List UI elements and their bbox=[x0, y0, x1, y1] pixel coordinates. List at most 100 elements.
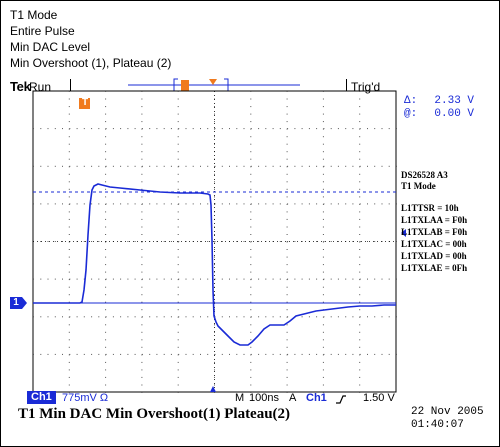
grid-dot bbox=[286, 91, 288, 92]
grid-dot bbox=[177, 339, 179, 341]
grid-dot bbox=[214, 301, 215, 303]
grid-dot bbox=[105, 392, 107, 393]
grid-dot bbox=[141, 376, 143, 378]
grid-dot bbox=[301, 278, 303, 280]
trigger-source[interactable]: Ch1 bbox=[306, 392, 327, 404]
grid-dot bbox=[134, 165, 136, 167]
grid-dot bbox=[396, 278, 397, 280]
grid-dot bbox=[69, 203, 71, 205]
grid-dot bbox=[265, 165, 267, 167]
grid-dot bbox=[149, 203, 151, 205]
grid-dot bbox=[207, 278, 209, 280]
main-timebase-label: M bbox=[235, 392, 245, 404]
grid-dot bbox=[156, 316, 158, 318]
grid-dot bbox=[141, 226, 143, 228]
grid-dot bbox=[214, 331, 215, 333]
grid-dot bbox=[141, 324, 143, 326]
grid-dot bbox=[163, 353, 165, 355]
grid-dot bbox=[359, 331, 361, 333]
grid-dot bbox=[141, 369, 143, 371]
grid-dot bbox=[359, 196, 361, 198]
trigger-level[interactable]: 1.50 V bbox=[363, 392, 395, 404]
grid-dot bbox=[207, 316, 209, 318]
grid-dot bbox=[127, 316, 129, 318]
grid-dot bbox=[322, 392, 324, 393]
grid-dot bbox=[308, 316, 310, 318]
grid-dot bbox=[163, 203, 165, 205]
grid-dot bbox=[105, 294, 107, 296]
grid-dot bbox=[177, 234, 179, 235]
grid-dot bbox=[322, 121, 324, 123]
grid-dot bbox=[359, 226, 361, 228]
grid-dot bbox=[141, 121, 143, 123]
grid-dot bbox=[68, 136, 70, 138]
grid-dot bbox=[250, 136, 252, 138]
grid-dot bbox=[345, 353, 347, 355]
grid-dot bbox=[170, 165, 172, 167]
grid-dot bbox=[127, 128, 129, 130]
grid-dot bbox=[345, 316, 347, 318]
grid-dot bbox=[200, 278, 201, 280]
grid-dot bbox=[141, 361, 143, 363]
grid-dot bbox=[286, 188, 288, 190]
grid-dot bbox=[54, 203, 56, 205]
grid-dot bbox=[316, 316, 318, 318]
grid-dot bbox=[214, 264, 215, 266]
grid-dot bbox=[177, 158, 179, 160]
grid-dot bbox=[359, 353, 361, 355]
grid-dot bbox=[337, 165, 339, 167]
grid-dot bbox=[258, 203, 260, 205]
grid-dot bbox=[178, 278, 180, 280]
grid-dot bbox=[120, 128, 122, 130]
grid-dot bbox=[134, 316, 136, 318]
grid-dot bbox=[250, 264, 252, 266]
grid-dot bbox=[221, 241, 223, 242]
grid-dot bbox=[200, 203, 201, 205]
grid-dot bbox=[177, 376, 179, 378]
grid-dot bbox=[214, 136, 215, 138]
channel-1-ground-marker[interactable] bbox=[10, 297, 27, 309]
grid-dot bbox=[286, 384, 288, 386]
grid-dot bbox=[141, 384, 143, 386]
grid-dot bbox=[221, 128, 223, 130]
grid-dot bbox=[322, 264, 324, 266]
grid-dot bbox=[68, 211, 70, 213]
grid-dot bbox=[308, 278, 310, 280]
cursor-arrow-icon bbox=[401, 229, 406, 237]
grid-dot bbox=[207, 353, 209, 355]
grid-dot bbox=[381, 203, 383, 205]
grid-dot bbox=[105, 188, 107, 190]
grid-dot bbox=[156, 165, 158, 167]
grid-dot bbox=[120, 278, 122, 280]
grid-dot bbox=[272, 353, 274, 355]
grid-dot bbox=[68, 256, 70, 258]
grid-dot bbox=[141, 113, 143, 115]
grid-dot bbox=[214, 324, 215, 326]
grid-dot bbox=[91, 241, 93, 242]
brand-logo: Tek bbox=[10, 79, 31, 94]
grid-dot bbox=[374, 128, 376, 130]
grid-dot bbox=[337, 278, 339, 280]
grid-dot bbox=[141, 241, 143, 242]
grid-dot bbox=[177, 264, 179, 266]
grid-dot bbox=[286, 264, 288, 266]
volts-per-div[interactable]: 775mV Ω bbox=[62, 392, 109, 404]
grid-dot bbox=[170, 203, 172, 205]
grid-dot bbox=[156, 353, 158, 355]
grid-dot bbox=[287, 241, 289, 242]
grid-dot bbox=[141, 294, 143, 296]
grid-dot bbox=[322, 181, 324, 183]
grid-dot bbox=[141, 339, 143, 341]
grid-dot bbox=[47, 278, 49, 280]
time-per-div[interactable]: 100ns bbox=[249, 392, 279, 404]
grid-dot bbox=[322, 301, 324, 303]
grid-dot bbox=[316, 165, 318, 167]
grid-dot bbox=[286, 143, 288, 145]
grid-dot bbox=[229, 316, 230, 318]
grid-dot bbox=[68, 264, 70, 266]
grid-dot bbox=[323, 128, 325, 130]
grid-dot bbox=[322, 196, 324, 198]
trigger-marker[interactable] bbox=[79, 98, 90, 109]
channel-1-badge[interactable]: Ch1 bbox=[27, 391, 56, 404]
grid-dot bbox=[62, 241, 63, 242]
